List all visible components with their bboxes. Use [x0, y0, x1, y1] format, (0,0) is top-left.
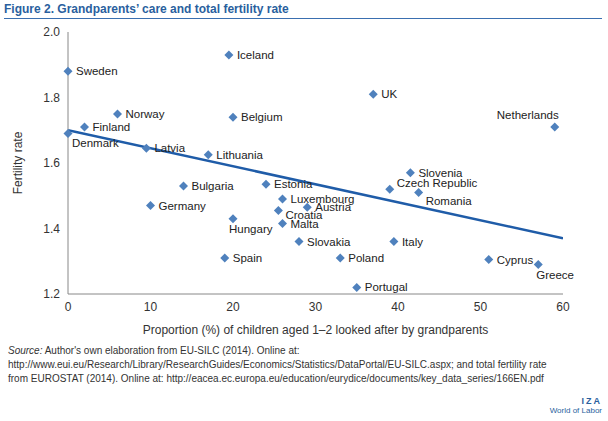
- svg-text:Sweden: Sweden: [76, 65, 118, 77]
- svg-text:60: 60: [556, 300, 570, 314]
- svg-text:50: 50: [474, 300, 488, 314]
- svg-text:Latvia: Latvia: [154, 142, 185, 154]
- svg-text:Germany: Germany: [159, 200, 207, 212]
- svg-text:Netherlands: Netherlands: [497, 109, 559, 121]
- svg-text:Slovenia: Slovenia: [418, 167, 463, 179]
- svg-text:Hungary: Hungary: [229, 223, 273, 235]
- svg-text:Portugal: Portugal: [365, 281, 408, 293]
- svg-text:Belgium: Belgium: [241, 111, 283, 123]
- svg-text:Bulgaria: Bulgaria: [192, 180, 235, 192]
- svg-text:Malta: Malta: [291, 218, 320, 230]
- html-text:IZA: IZA: [581, 396, 602, 406]
- svg-text:Proportion (%) of children age: Proportion (%) of children aged 1–2 look…: [143, 323, 489, 337]
- svg-text:Greece: Greece: [536, 269, 574, 281]
- html-text:Figure 2. Grandparents’ care a: Figure 2. Grandparents’ care and total f…: [4, 2, 289, 16]
- svg-text:1.2: 1.2: [43, 287, 60, 301]
- svg-text:Finland: Finland: [93, 121, 131, 133]
- svg-text:20: 20: [226, 300, 240, 314]
- svg-text:Romania: Romania: [426, 195, 473, 207]
- svg-text:Fertility rate: Fertility rate: [11, 131, 25, 194]
- svg-text:Slovakia: Slovakia: [307, 236, 351, 248]
- svg-text:Cyprus: Cyprus: [497, 254, 534, 266]
- svg-text:Italy: Italy: [402, 236, 423, 248]
- svg-text:40: 40: [391, 300, 405, 314]
- html-text:Source: Author's own elaborati: Source: Author's own elaboration from EU…: [8, 345, 547, 384]
- svg-text:Norway: Norway: [126, 108, 165, 120]
- svg-text:Czech Republic: Czech Republic: [397, 177, 478, 189]
- svg-text:Luxembourg: Luxembourg: [290, 193, 355, 205]
- svg-text:Austria: Austria: [315, 201, 351, 213]
- svg-text:0: 0: [65, 300, 72, 314]
- svg-text:30: 30: [309, 300, 323, 314]
- svg-text:Estonia: Estonia: [274, 178, 313, 190]
- svg-text:Spain: Spain: [233, 252, 262, 264]
- html-text:World of Labor: World of Labor: [549, 406, 602, 415]
- svg-text:UK: UK: [381, 88, 397, 100]
- svg-text:10: 10: [144, 300, 158, 314]
- svg-text:Denmark: Denmark: [72, 137, 119, 149]
- svg-text:1.4: 1.4: [43, 222, 60, 236]
- svg-text:Poland: Poland: [348, 252, 384, 264]
- svg-text:Iceland: Iceland: [237, 49, 274, 61]
- svg-text:Lithuania: Lithuania: [216, 149, 263, 161]
- svg-text:1.8: 1.8: [43, 91, 60, 105]
- svg-text:2.0: 2.0: [43, 25, 60, 39]
- svg-text:1.6: 1.6: [43, 156, 60, 170]
